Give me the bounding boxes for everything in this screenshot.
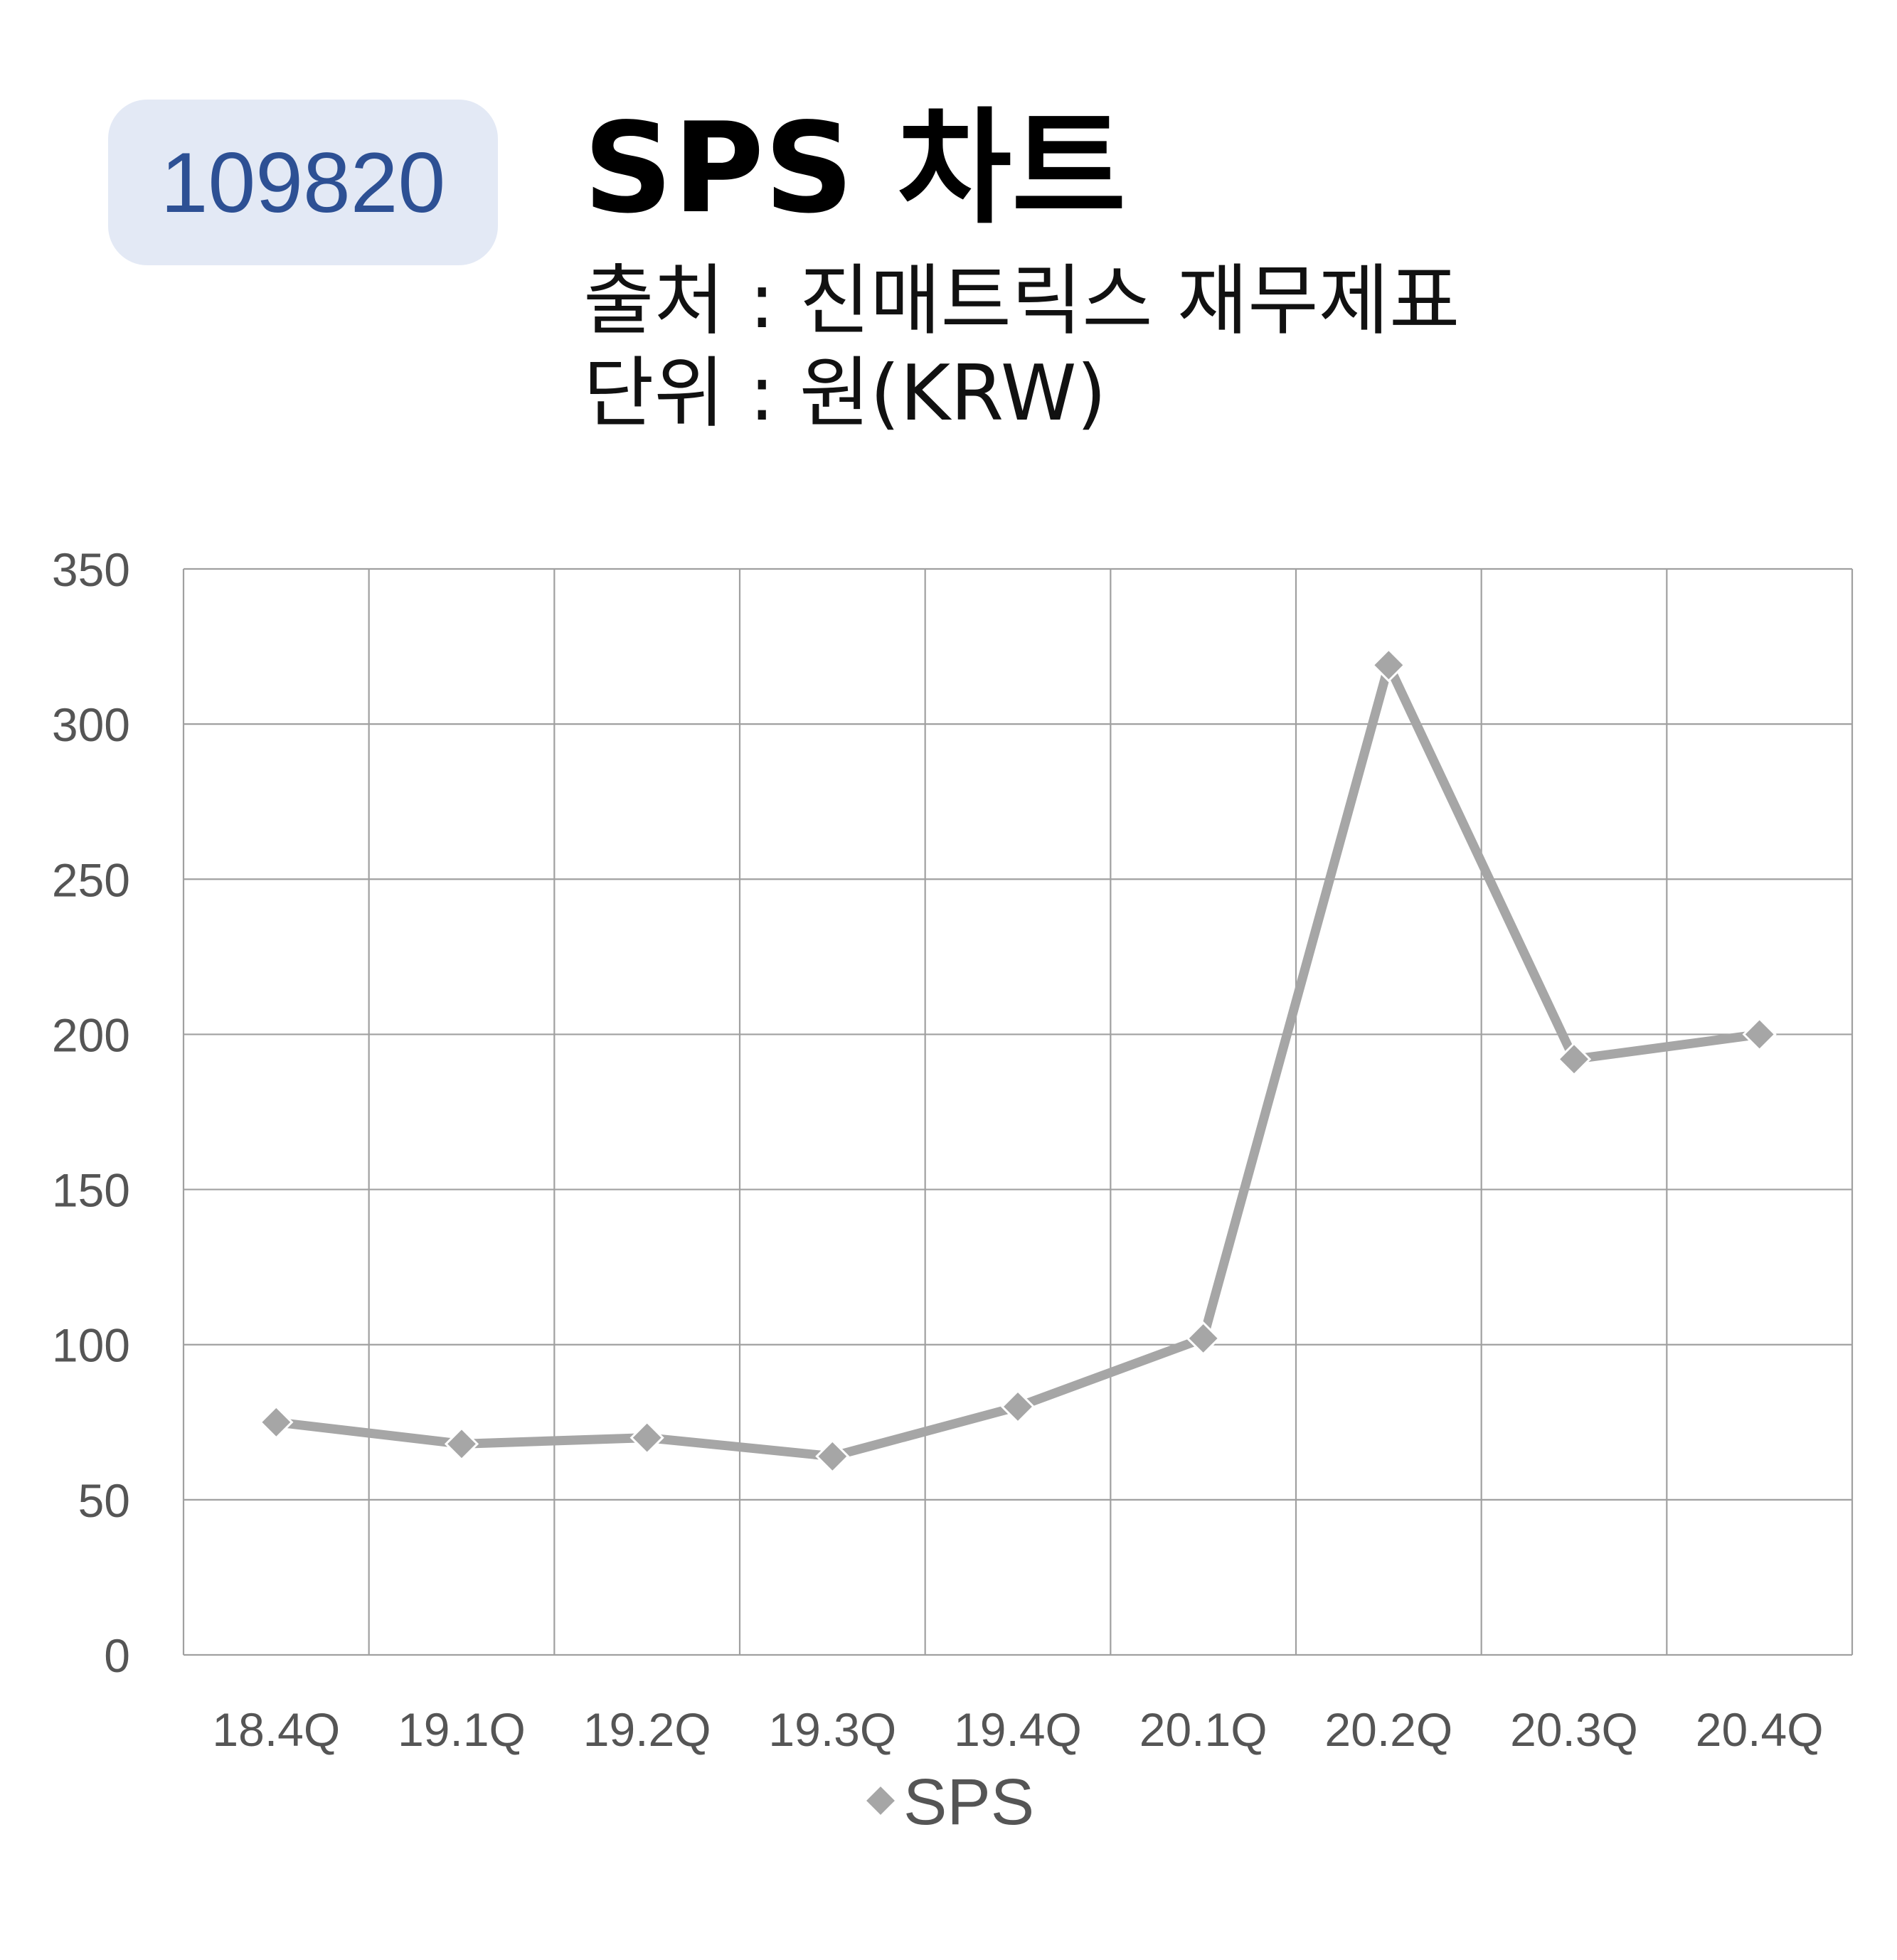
x-tick-label: 20.3Q bbox=[1510, 1703, 1638, 1756]
series-line-sps bbox=[271, 660, 1765, 1461]
legend-label: SPS bbox=[903, 1766, 1034, 1838]
stock-code: 109820 bbox=[160, 134, 446, 230]
x-tick-label: 19.3Q bbox=[768, 1703, 896, 1756]
y-tick-label: 100 bbox=[52, 1319, 130, 1372]
x-tick-label: 19.2Q bbox=[583, 1703, 711, 1756]
data-point bbox=[815, 1439, 850, 1474]
data-point bbox=[1371, 648, 1406, 683]
x-tick-label: 20.1Q bbox=[1139, 1703, 1268, 1756]
y-tick-label: 250 bbox=[52, 853, 130, 906]
data-point bbox=[1000, 1389, 1036, 1424]
x-tick-label: 20.4Q bbox=[1696, 1703, 1824, 1756]
x-tick-label: 18.4Q bbox=[212, 1703, 340, 1756]
data-point bbox=[444, 1427, 479, 1461]
data-point bbox=[1556, 1042, 1592, 1077]
y-tick-label: 200 bbox=[52, 1008, 130, 1061]
x-tick-label: 19.4Q bbox=[954, 1703, 1082, 1756]
y-tick-label: 300 bbox=[52, 698, 130, 751]
y-tick-label: 350 bbox=[52, 543, 130, 596]
legend-marker bbox=[863, 1783, 898, 1818]
y-tick-label: 150 bbox=[52, 1164, 130, 1217]
source-line: 출처 : 진매트릭스 재무제표 bbox=[583, 257, 1460, 346]
y-tick-label: 50 bbox=[78, 1474, 130, 1527]
stock-code-badge: 109820 bbox=[108, 100, 498, 265]
y-tick-label: 0 bbox=[104, 1629, 130, 1682]
data-point bbox=[1186, 1321, 1221, 1356]
data-point bbox=[1742, 1017, 1777, 1052]
data-point bbox=[259, 1405, 294, 1439]
chart-title: SPS 차트 bbox=[583, 97, 1127, 241]
x-tick-label: 19.1Q bbox=[398, 1703, 526, 1756]
x-tick-label: 20.2Q bbox=[1324, 1703, 1452, 1756]
unit-line: 단위 : 원(KRW) bbox=[583, 349, 1107, 438]
data-point bbox=[629, 1420, 664, 1455]
